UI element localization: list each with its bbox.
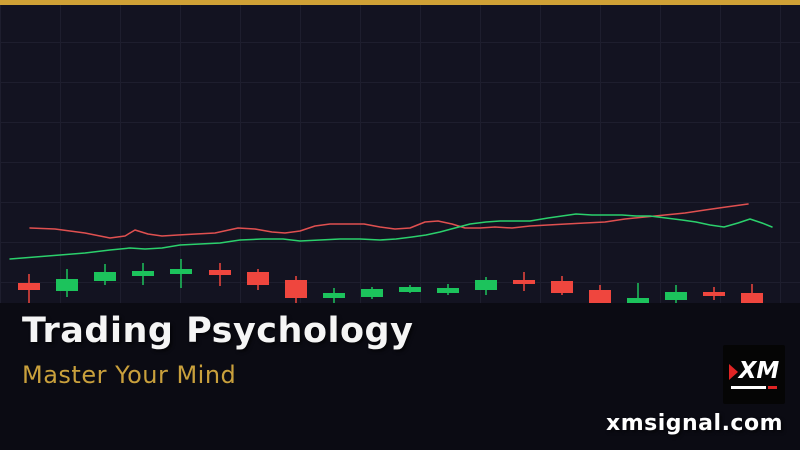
xm-logo: XM bbox=[723, 345, 785, 404]
candle-body bbox=[361, 289, 383, 297]
candle-up bbox=[399, 285, 421, 293]
text-panel bbox=[0, 303, 800, 450]
xm-logo-letters: XM bbox=[738, 358, 780, 384]
candle-up bbox=[56, 269, 78, 297]
candle-body bbox=[437, 288, 459, 293]
candle-up bbox=[361, 287, 383, 299]
xm-logo-row: XM bbox=[728, 358, 780, 384]
xm-logo-underline bbox=[731, 386, 777, 389]
ma-lines-group bbox=[9, 203, 773, 260]
candle-down bbox=[513, 272, 535, 291]
candle-body bbox=[170, 269, 192, 274]
candle-down bbox=[285, 276, 307, 304]
green-ma-line bbox=[9, 213, 773, 260]
candle-body bbox=[285, 280, 307, 298]
candle-body bbox=[665, 292, 687, 300]
candle-up bbox=[132, 263, 154, 285]
candle-down bbox=[551, 276, 573, 295]
candlestick-chart bbox=[0, 5, 800, 321]
candle-body bbox=[551, 281, 573, 293]
candle-body bbox=[132, 271, 154, 276]
candle-body bbox=[94, 272, 116, 281]
candle-up bbox=[170, 259, 192, 288]
candle-down bbox=[703, 287, 725, 300]
underline-red-segment bbox=[768, 386, 777, 389]
candle-body bbox=[209, 270, 231, 275]
candle-down bbox=[209, 263, 231, 286]
red-ma-line bbox=[29, 203, 749, 239]
candle-up bbox=[323, 288, 345, 303]
candle-up bbox=[437, 284, 459, 295]
candle-up bbox=[94, 264, 116, 285]
candle-body bbox=[18, 283, 40, 290]
page-subtitle: Master Your Mind bbox=[22, 361, 237, 389]
candle-body bbox=[475, 280, 497, 290]
candle-down bbox=[18, 274, 40, 304]
top-accent-bar bbox=[0, 0, 800, 5]
candle-body bbox=[513, 280, 535, 284]
candle-body bbox=[703, 292, 725, 296]
candle-body bbox=[56, 279, 78, 291]
candle-body bbox=[323, 293, 345, 298]
candle-up bbox=[665, 285, 687, 306]
candle-body bbox=[247, 272, 269, 285]
candle-down bbox=[247, 269, 269, 290]
underline-white-segment bbox=[731, 386, 766, 389]
website-url: xmsignal.com bbox=[606, 411, 783, 436]
candle-up bbox=[475, 277, 497, 295]
page-title: Trading Psychology bbox=[22, 311, 414, 351]
candle-body bbox=[399, 287, 421, 292]
play-triangle-icon bbox=[728, 363, 738, 380]
